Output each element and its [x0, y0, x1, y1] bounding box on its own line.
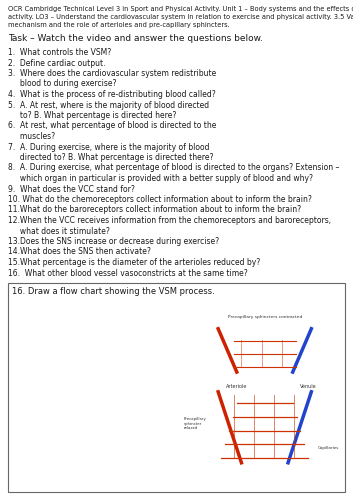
Text: blood to during exercise?: blood to during exercise?: [8, 80, 116, 88]
Text: 11.What do the baroreceptors collect information about to inform the brain?: 11.What do the baroreceptors collect inf…: [8, 206, 301, 214]
Text: OCR Cambridge Technical Level 3 in Sport and Physical Activity. Unit 1 – Body sy: OCR Cambridge Technical Level 3 in Sport…: [8, 6, 353, 12]
Text: 7.  A. During exercise, where is the majority of blood: 7. A. During exercise, where is the majo…: [8, 142, 209, 152]
Text: 2.  Define cardiac output.: 2. Define cardiac output.: [8, 58, 106, 68]
Text: 12.When the VCC receives information from the chemoreceptors and baroreceptors,: 12.When the VCC receives information fro…: [8, 216, 331, 225]
Text: Precapillary
sphincter
relaxed: Precapillary sphincter relaxed: [184, 418, 207, 430]
Text: 6.  At rest, what percentage of blood is directed to the: 6. At rest, what percentage of blood is …: [8, 122, 216, 130]
Text: 1.  What controls the VSM?: 1. What controls the VSM?: [8, 48, 111, 57]
Text: 10. What do the chemoreceptors collect information about to inform the brain?: 10. What do the chemoreceptors collect i…: [8, 195, 312, 204]
Text: 9.  What does the VCC stand for?: 9. What does the VCC stand for?: [8, 184, 135, 194]
Text: 4.  What is the process of re-distributing blood called?: 4. What is the process of re-distributin…: [8, 90, 216, 99]
Text: Task – Watch the video and answer the questions below.: Task – Watch the video and answer the qu…: [8, 34, 263, 43]
Text: Capillaries: Capillaries: [318, 446, 339, 450]
Text: 15.What percentage is the diameter of the arterioles reduced by?: 15.What percentage is the diameter of th…: [8, 258, 260, 267]
Text: Precapillary sphincters contracted: Precapillary sphincters contracted: [228, 314, 302, 318]
Text: to? B. What percentage is directed here?: to? B. What percentage is directed here?: [8, 111, 176, 120]
Text: Venule: Venule: [300, 384, 317, 389]
Text: 16. Draw a flow chart showing the VSM process.: 16. Draw a flow chart showing the VSM pr…: [12, 287, 215, 296]
Text: Arteriole: Arteriole: [226, 384, 247, 389]
Text: 14.What does the SNS then activate?: 14.What does the SNS then activate?: [8, 248, 151, 256]
Text: activity. LO3 – Understand the cardiovascular system in relation to exercise and: activity. LO3 – Understand the cardiovas…: [8, 14, 353, 20]
Text: 8.  A. During exercise, what percentage of blood is directed to the organs? Exte: 8. A. During exercise, what percentage o…: [8, 164, 339, 172]
Text: directed to? B. What percentage is directed there?: directed to? B. What percentage is direc…: [8, 153, 214, 162]
Text: muscles?: muscles?: [8, 132, 55, 141]
Text: mechanism and the role of arterioles and pre-capillary sphincters.: mechanism and the role of arterioles and…: [8, 22, 230, 28]
Text: which organ in particular is provided with a better supply of blood and why?: which organ in particular is provided wi…: [8, 174, 313, 183]
Text: what does it stimulate?: what does it stimulate?: [8, 226, 110, 235]
Text: 13.Does the SNS increase or decrease during exercise?: 13.Does the SNS increase or decrease dur…: [8, 237, 219, 246]
Text: 16.  What other blood vessel vasoconstricts at the same time?: 16. What other blood vessel vasoconstric…: [8, 268, 248, 278]
Text: 3.  Where does the cardiovascular system redistribute: 3. Where does the cardiovascular system …: [8, 69, 216, 78]
Bar: [8, 283, 345, 492]
Text: 5.  A. At rest, where is the majority of blood directed: 5. A. At rest, where is the majority of …: [8, 100, 209, 110]
